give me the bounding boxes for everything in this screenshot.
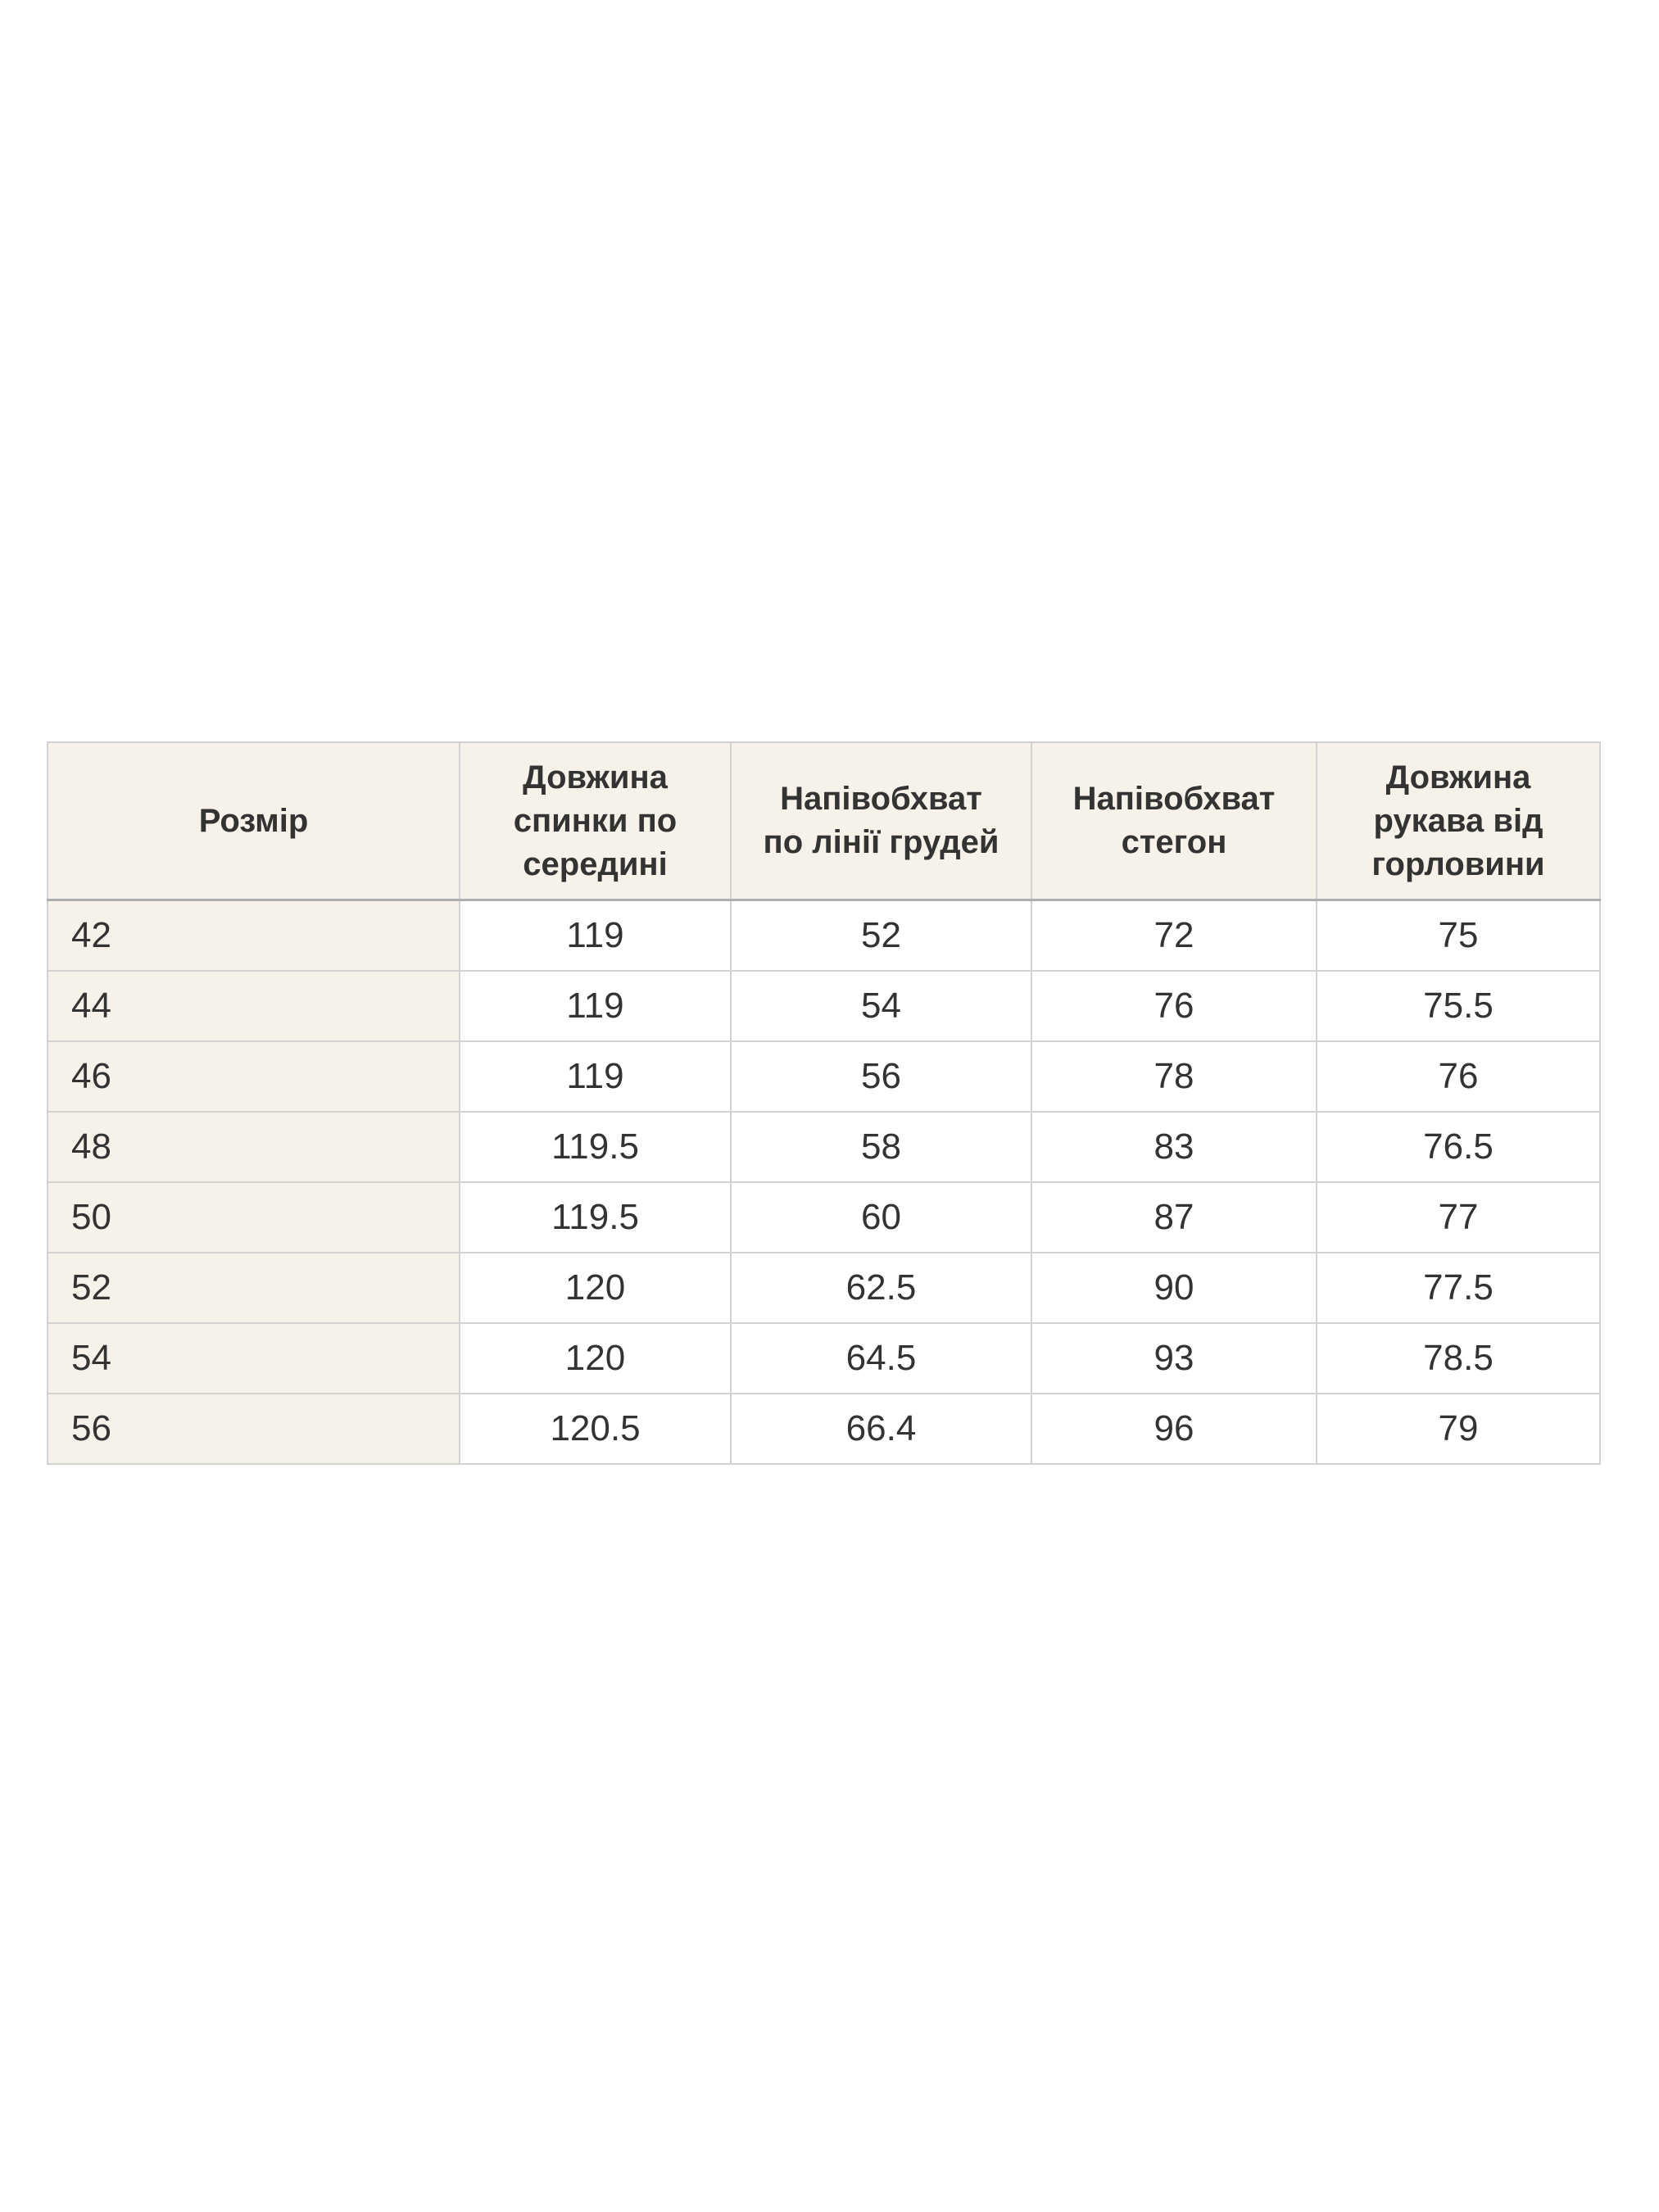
value-cell: 52 [730,899,1032,972]
value-cell: 78.5 [1316,1322,1601,1394]
value-cell: 93 [1031,1322,1317,1394]
size-cell: 44 [47,970,460,1042]
value-cell: 78 [1031,1040,1317,1113]
table-row: 56 120.5 66.4 96 79 [47,1393,1601,1465]
size-cell: 42 [47,899,460,972]
table-row: 54 120 64.5 93 78.5 [47,1322,1601,1394]
header-cell-sleeve-length: Довжина рукава від горловини [1316,741,1601,901]
header-label: Розмір [198,802,309,839]
header-label: Напівобхват [780,781,982,817]
value-cell: 90 [1031,1252,1317,1324]
header-cell-half-chest: Напівобхват по лінії грудей [730,741,1032,901]
value-cell: 56 [730,1040,1032,1113]
header-label: Довжина [523,759,668,796]
value-cell: 66.4 [730,1393,1032,1465]
header-label: спинки по [513,802,678,839]
size-cell: 56 [47,1393,460,1465]
value-cell: 119 [459,1040,732,1113]
value-cell: 79 [1316,1393,1601,1465]
table-row: 42 119 52 72 75 [47,899,1601,972]
header-cell-size: Розмір [47,741,460,901]
table-row: 44 119 54 76 75.5 [47,970,1601,1042]
header-label: по лінії грудей [763,824,999,860]
value-cell: 58 [730,1111,1032,1183]
value-cell: 119 [459,899,732,972]
value-cell: 120 [459,1252,732,1324]
table-row: 46 119 56 78 76 [47,1040,1601,1113]
size-cell: 46 [47,1040,460,1113]
size-cell: 48 [47,1111,460,1183]
value-cell: 64.5 [730,1322,1032,1394]
table-body: 42 119 52 72 75 44 119 54 76 75.5 46 119… [47,899,1601,1465]
value-cell: 76 [1316,1040,1601,1113]
header-cell-back-length: Довжина спинки по середині [459,741,732,901]
value-cell: 76.5 [1316,1111,1601,1183]
value-cell: 96 [1031,1393,1317,1465]
value-cell: 72 [1031,899,1317,972]
value-cell: 77.5 [1316,1252,1601,1324]
size-cell: 50 [47,1181,460,1253]
value-cell: 119 [459,970,732,1042]
header-row: Розмір Довжина спинки по середині Напіво… [47,741,1601,901]
size-chart-table: Розмір Довжина спинки по середині Напіво… [47,741,1601,1465]
size-cell: 52 [47,1252,460,1324]
header-label: середині [523,845,668,882]
value-cell: 75.5 [1316,970,1601,1042]
table-row: 50 119.5 60 87 77 [47,1181,1601,1253]
size-cell: 54 [47,1322,460,1394]
value-cell: 76 [1031,970,1317,1042]
table-row: 52 120 62.5 90 77.5 [47,1252,1601,1324]
value-cell: 119.5 [459,1181,732,1253]
value-cell: 77 [1316,1181,1601,1253]
header-label: Довжина [1385,759,1531,796]
value-cell: 75 [1316,899,1601,972]
value-cell: 120 [459,1322,732,1394]
value-cell: 54 [730,970,1032,1042]
header-cell-half-hip: Напівобхват стегон [1031,741,1317,901]
header-label: стегон [1121,824,1227,860]
table-row: 48 119.5 58 83 76.5 [47,1111,1601,1183]
value-cell: 62.5 [730,1252,1032,1324]
value-cell: 120.5 [459,1393,732,1465]
value-cell: 87 [1031,1181,1317,1253]
header-label: горловини [1371,845,1545,882]
value-cell: 119.5 [459,1111,732,1183]
value-cell: 60 [730,1181,1032,1253]
header-label: Напівобхват [1072,781,1276,817]
value-cell: 83 [1031,1111,1317,1183]
table-header: Розмір Довжина спинки по середині Напіво… [47,741,1601,901]
header-label: рукава від [1373,802,1543,839]
